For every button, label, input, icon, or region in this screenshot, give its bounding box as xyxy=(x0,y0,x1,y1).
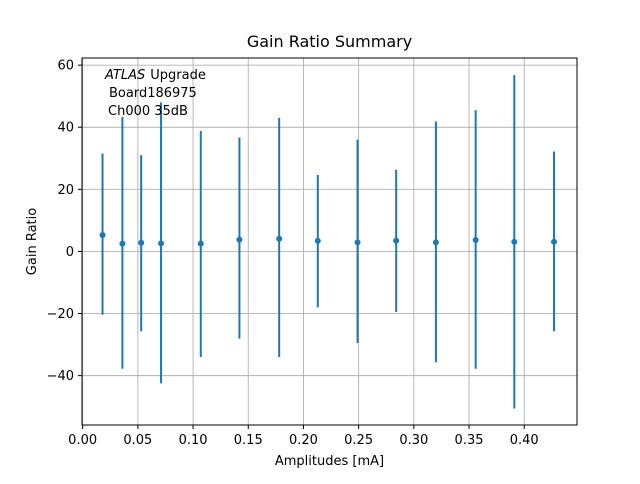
x-tick-label: 0.30 xyxy=(399,433,428,448)
annotation-channel-gain: Ch000 35dB xyxy=(108,104,188,119)
data-point-marker xyxy=(158,240,165,247)
x-tick-label: 0.25 xyxy=(344,433,373,448)
annotation-block: ATLAS Upgrade Board186975 Ch000 35dB xyxy=(104,68,206,119)
axes-frame xyxy=(81,57,578,426)
x-tick-label: 0.40 xyxy=(510,433,539,448)
annotation-experiment-name: ATLAS xyxy=(104,68,145,83)
data-point-marker xyxy=(197,240,204,247)
x-tick-label: 0.00 xyxy=(68,433,97,448)
errorbar-series xyxy=(99,75,558,409)
x-tick-label: 0.15 xyxy=(234,433,263,448)
x-tick-label: 0.05 xyxy=(123,433,152,448)
annotation-board-id: Board186975 xyxy=(109,86,197,101)
x-tick-label: 0.20 xyxy=(289,433,318,448)
data-point-marker xyxy=(354,239,361,246)
x-tick-label: 0.10 xyxy=(179,433,208,448)
y-tick-label: −40 xyxy=(47,369,74,384)
data-point-marker xyxy=(472,236,479,243)
data-point-marker xyxy=(314,237,321,244)
data-point-marker xyxy=(432,239,439,246)
data-point-marker xyxy=(138,239,145,246)
y-axis-label: Gain Ratio xyxy=(25,208,40,275)
x-axis-label: Amplitudes [mA] xyxy=(275,454,384,469)
data-point-marker xyxy=(119,240,126,247)
y-tick-label: 20 xyxy=(57,183,74,198)
data-point-marker xyxy=(393,237,400,244)
data-point-marker xyxy=(99,231,106,238)
data-point-marker xyxy=(236,236,243,243)
annotation-upgrade-label: Upgrade xyxy=(150,68,206,83)
y-tick-label: 60 xyxy=(57,59,74,74)
chart-title: Gain Ratio Summary xyxy=(247,32,412,51)
data-point-marker xyxy=(276,235,283,242)
annotation-line-1: ATLAS Upgrade xyxy=(104,68,206,83)
data-point-marker xyxy=(551,238,558,245)
x-tick-label: 0.35 xyxy=(455,433,484,448)
y-tick-label: −20 xyxy=(47,307,74,322)
tick-layer: 0.00 0.05 0.10 0.15 0.20 0.25 0.30 0.35 0.40 60 40… xyxy=(47,59,539,448)
data-point-marker xyxy=(511,238,518,245)
y-tick-label: 40 xyxy=(57,121,74,136)
y-tick-label: 0 xyxy=(66,245,74,260)
